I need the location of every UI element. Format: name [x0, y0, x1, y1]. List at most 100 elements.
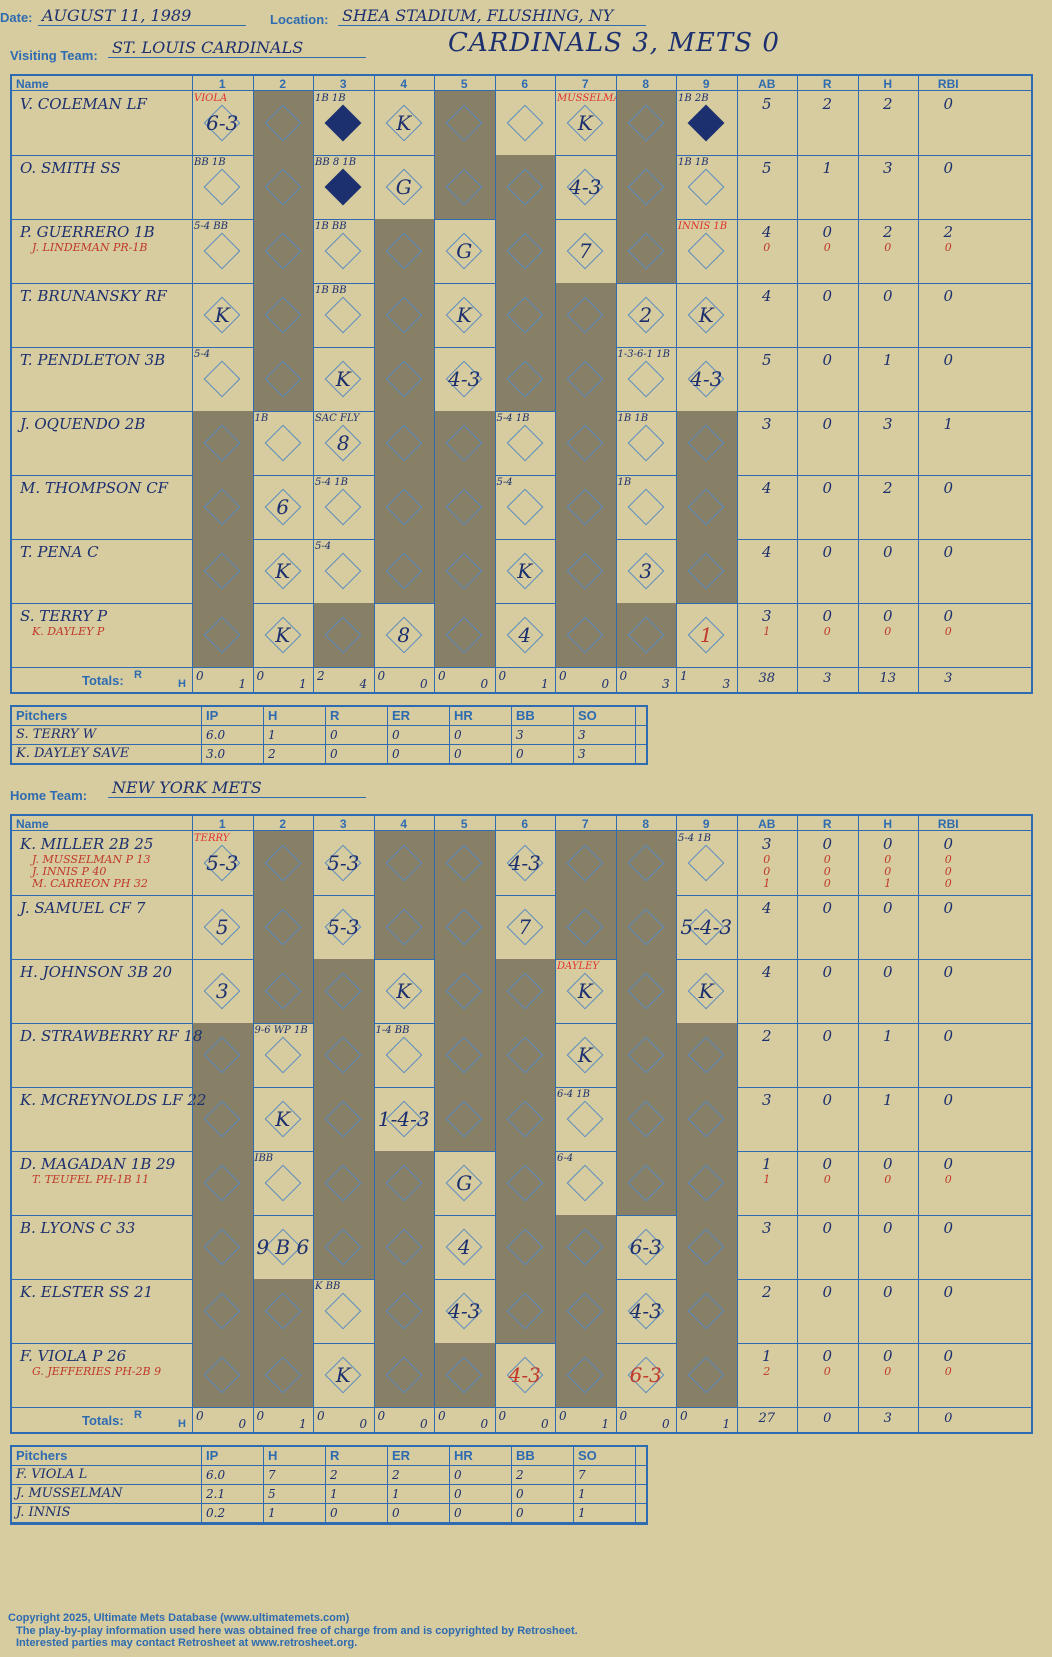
home-row-8-diamond-3 [324, 1292, 362, 1330]
home-row-6-diamond-9 [687, 1164, 725, 1202]
visitors-row-2-diamond-6 [506, 168, 544, 206]
visitors-row-8-inning-1 [192, 539, 253, 603]
home-stat-h: 0 [882, 899, 893, 917]
home-pitcher-cell: 6.0 [202, 1466, 264, 1484]
visitors-inning-9-hits: 3 [722, 677, 731, 691]
home-row-2-diamond-5 [445, 908, 483, 946]
visitors-row-8-diamond-3 [324, 552, 362, 590]
visitors-row-2-inning-8 [615, 155, 676, 219]
home-stat-ab: 4 [761, 899, 772, 917]
home-stat-r: 0 [822, 1347, 833, 1365]
visitors-inning-divider [252, 76, 254, 692]
visitors-row-3-diamond-9 [687, 232, 725, 270]
home-row-7-inning-5: 4 [434, 1215, 495, 1279]
visitors-pitcher-cell: ER [388, 707, 450, 725]
home-row-4-inning-2: 9-6 WP 1B [253, 1023, 314, 1087]
visitors-row-9-inning-1 [192, 603, 253, 667]
visitors-stat-divider [918, 76, 919, 692]
home-inning-9-runs: 0 [680, 1409, 688, 1423]
home-row-9-diamond-9 [687, 1356, 725, 1394]
home-row-6-inning-6 [494, 1151, 555, 1215]
visitors-total-r: 3 [823, 671, 832, 686]
home-sub-stat: 0 [823, 853, 831, 866]
visitors-pitcher-cell: S. TERRY W [12, 726, 202, 744]
home-row-9-diamond-1 [203, 1356, 241, 1394]
home-row-9-diamond-7 [566, 1356, 604, 1394]
visitors-play-note: 5-4 [194, 349, 211, 360]
visitors-row-rule [12, 411, 1031, 412]
home-ab-header: AB [758, 817, 776, 831]
home-player-name: B. LYONS C 33 [20, 1219, 136, 1237]
visitors-row-1-inning-8 [615, 91, 676, 155]
home-row-9-inning-7 [555, 1343, 616, 1407]
visitors-ab-header: AB [758, 77, 776, 91]
visitors-player-name: V. COLEMAN LF [20, 95, 147, 113]
visitors-row-4-inning-6 [494, 283, 555, 347]
visitors-row-3-inning-5: G [434, 219, 495, 283]
visitors-pitchers-header: Pitchers IP H R ER HR BB SO [12, 707, 646, 726]
visitors-stat-rbi: 1 [943, 415, 954, 433]
visitors-row-4-inning-7 [555, 283, 616, 347]
home-row-3-diamond-8 [627, 972, 665, 1010]
visitors-pitcher-cell: R [326, 707, 388, 725]
visitors-row-2-inning-5 [434, 155, 495, 219]
visitors-row-7-diamond-1 [203, 488, 241, 526]
home-stat-r: 0 [822, 963, 833, 981]
home-row-4-diamond-1 [203, 1036, 241, 1074]
home-row-5-inning-5 [434, 1087, 495, 1151]
visitors-row-1-diamond-5 [445, 104, 483, 142]
visitors-row-2-diamond-8 [627, 168, 665, 206]
home-substitute-name: G. JEFFERIES PH-2B 9 [32, 1365, 162, 1378]
visitors-sub-stat: 0 [944, 241, 952, 254]
home-row-7-inning-8: 6-3 [616, 1215, 677, 1279]
home-row-6-inning-5: G [434, 1151, 495, 1215]
home-inning-8-runs: 0 [619, 1409, 628, 1423]
visitors-row-6-diamond-2 [264, 424, 302, 462]
visitors-row-7-inning-4 [373, 475, 434, 539]
visitors-play-result: 2 [639, 303, 653, 327]
visitors-pitcher-cell: 0 [450, 745, 512, 763]
home-play-note: K BB [315, 1281, 341, 1292]
home-play-result: K [275, 1107, 291, 1131]
home-stat-rbi: 0 [943, 899, 954, 917]
visitors-pitcher-cell: 3 [574, 745, 636, 763]
home-pitcher-cell: SO [574, 1447, 636, 1465]
home-sub-stat: 1 [884, 877, 892, 890]
visitors-stat-h: 1 [882, 351, 893, 369]
home-play-result: G [456, 1171, 473, 1195]
visitors-stat-h: 3 [882, 159, 893, 177]
home-stat-h: 1 [882, 1027, 893, 1045]
home-sub-stat: 1 [763, 877, 771, 890]
home-sub-stat: 0 [823, 1365, 831, 1378]
visitors-inning-divider [494, 76, 496, 692]
home-play-note: DAYLEY [557, 961, 599, 972]
home-row-7-diamond-4 [385, 1228, 423, 1266]
home-inning-7-runs: 0 [559, 1409, 567, 1423]
visitors-row-2-diamond-5 [445, 168, 483, 206]
home-stat-r: 0 [822, 835, 833, 853]
home-row-7-diamond-7 [566, 1228, 604, 1266]
visitors-row-6-inning-1 [192, 411, 253, 475]
home-pitcher-cell: 2 [388, 1466, 450, 1484]
visitors-row-9-diamond-1 [203, 616, 241, 654]
visitors-row-7-diamond-8 [627, 488, 665, 526]
home-stat-h: 0 [882, 835, 893, 853]
home-play-result: 4-3 [448, 1299, 481, 1323]
home-inning-4-header: 4 [400, 817, 408, 831]
visitors-stat-ab: 3 [761, 415, 772, 433]
visitors-row-9-diamond-7 [566, 616, 604, 654]
home-row-2-inning-5 [434, 895, 495, 959]
home-inning-3-hits: 0 [359, 1417, 368, 1431]
visitors-inning-6-runs: 0 [498, 669, 507, 683]
home-inning-divider [373, 816, 375, 1432]
visitors-pitcher-cell: 0 [326, 745, 388, 763]
visitors-play-result: K [214, 303, 230, 327]
visitors-row-8-diamond-1 [203, 552, 241, 590]
visitors-inning-1-hits: 1 [238, 677, 247, 691]
home-row-2-diamond-4 [385, 908, 423, 946]
visitors-inning-divider [373, 76, 375, 692]
home-row-1-inning-2 [252, 831, 313, 895]
home-pitcher-cell: 2 [512, 1466, 574, 1484]
visitors-row-3-inning-6 [494, 219, 555, 283]
visitors-pitcher-cell: BB [512, 707, 574, 725]
